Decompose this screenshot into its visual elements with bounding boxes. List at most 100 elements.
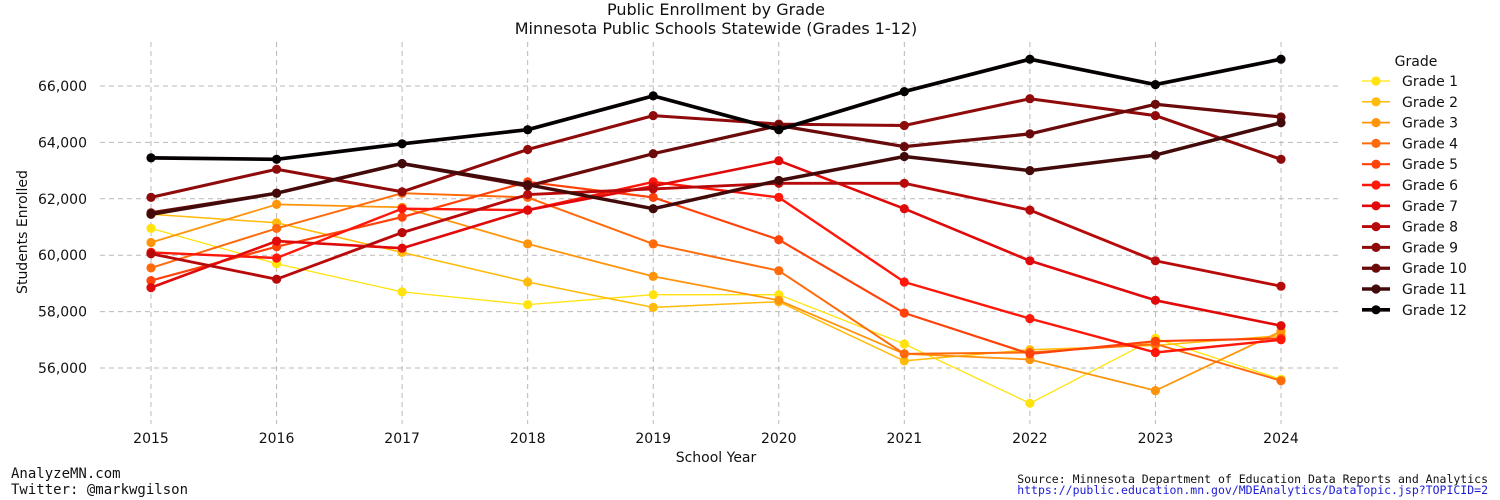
- x-tick-label: 2018: [510, 431, 546, 447]
- data-point: [648, 149, 658, 159]
- y-tick-label: 62,000: [38, 192, 87, 208]
- legend-marker: [1371, 305, 1381, 315]
- legend-title: Grade: [1395, 54, 1438, 70]
- data-point: [1276, 281, 1286, 291]
- legend-item: Grade 6: [1362, 178, 1458, 194]
- data-point: [648, 271, 658, 281]
- legend-label: Grade 12: [1402, 303, 1467, 319]
- y-tick-label: 64,000: [38, 135, 87, 151]
- series-grade-12: [146, 54, 1286, 164]
- data-point: [774, 295, 784, 305]
- legend-item: Grade 3: [1362, 116, 1458, 132]
- data-point: [648, 204, 658, 214]
- source-text: Source: Minnesota Department of Educatio…: [1017, 472, 1488, 486]
- data-point: [1025, 256, 1035, 266]
- legend-item: Grade 9: [1362, 240, 1458, 256]
- data-point: [1276, 154, 1286, 164]
- data-point: [146, 192, 156, 202]
- data-point: [397, 243, 407, 253]
- legend-marker: [1371, 284, 1381, 294]
- data-point: [146, 153, 156, 163]
- legend-label: Grade 11: [1402, 282, 1467, 298]
- data-point: [397, 287, 407, 297]
- data-point: [648, 302, 658, 312]
- data-point: [523, 190, 533, 200]
- data-point: [272, 236, 282, 246]
- data-point: [1276, 54, 1286, 64]
- data-point: [397, 228, 407, 238]
- brand-text: AnalyzeMN.com: [11, 466, 121, 482]
- series-line: [150, 181, 1282, 288]
- data-point: [523, 277, 533, 287]
- data-point: [523, 300, 533, 310]
- data-point: [523, 125, 533, 135]
- twitter-handle: Twitter: @markwgilson: [11, 482, 189, 498]
- data-point: [1150, 150, 1160, 160]
- series-lines: [146, 54, 1286, 408]
- legend-marker: [1371, 201, 1381, 211]
- legend-item: Grade 2: [1362, 95, 1458, 111]
- legend-marker: [1371, 118, 1381, 128]
- series-grade-6: [146, 177, 1286, 358]
- legend-marker: [1371, 263, 1381, 273]
- legend-item: Grade 8: [1362, 220, 1458, 236]
- legend-marker: [1371, 97, 1381, 107]
- data-point: [397, 187, 407, 197]
- y-tick-label: 60,000: [38, 248, 87, 264]
- x-tick-label: 2022: [1012, 431, 1048, 447]
- data-point: [397, 139, 407, 149]
- data-point: [648, 290, 658, 300]
- x-axis-label: School Year: [676, 450, 757, 466]
- data-point: [1150, 336, 1160, 346]
- legend-label: Grade 9: [1402, 240, 1458, 256]
- y-axis-label: Students Enrolled: [15, 170, 31, 294]
- legend-label: Grade 4: [1402, 136, 1458, 152]
- axis-ticks: 2015 2016 2017 2018 2019 2020 2021 2022 2023 2024…: [38, 79, 1299, 447]
- data-point: [272, 164, 282, 174]
- legend-marker: [1371, 159, 1381, 169]
- chart-subtitle: Minnesota Public Schools Statewide (Grad…: [514, 19, 918, 38]
- data-point: [523, 180, 533, 190]
- legend-item: Grade 1: [1362, 74, 1458, 90]
- data-point: [272, 188, 282, 198]
- legend-label: Grade 3: [1402, 116, 1458, 132]
- data-point: [899, 151, 909, 162]
- legend-item: Grade 12: [1362, 303, 1467, 319]
- data-point: [272, 154, 282, 164]
- y-tick-label: 56,000: [38, 361, 87, 377]
- data-point: [648, 111, 658, 121]
- data-point: [146, 283, 156, 293]
- data-point: [1025, 54, 1035, 64]
- data-point: [523, 239, 533, 249]
- data-point: [146, 276, 156, 286]
- data-point: [899, 142, 909, 152]
- data-point: [899, 120, 909, 131]
- legend-marker: [1371, 180, 1381, 190]
- source-link[interactable]: https://public.education.mn.gov/MDEAnaly…: [1017, 483, 1488, 497]
- data-point: [146, 237, 156, 248]
- data-point: [1150, 111, 1160, 121]
- data-point: [899, 178, 909, 188]
- data-point: [899, 356, 909, 366]
- series-line: [150, 121, 1282, 217]
- legend-label: Grade 6: [1402, 178, 1458, 194]
- data-point: [648, 184, 658, 194]
- legend-label: Grade 1: [1402, 74, 1458, 90]
- x-tick-label: 2016: [259, 431, 295, 447]
- data-point: [397, 212, 407, 222]
- series-line: [150, 203, 1282, 392]
- legend: Grade Grade 1 Grade 2 Grade 3 Grade 4 Grade …: [1362, 54, 1467, 319]
- data-point: [899, 204, 909, 214]
- series-line: [150, 57, 1282, 162]
- legend-marker: [1371, 222, 1381, 232]
- x-tick-label: 2024: [1263, 431, 1299, 447]
- data-point: [1276, 335, 1286, 345]
- data-point: [523, 205, 533, 215]
- data-point: [774, 192, 784, 202]
- x-tick-label: 2020: [761, 431, 797, 447]
- chart-title: Public Enrollment by Grade: [606, 0, 825, 19]
- y-tick-label: 58,000: [38, 305, 87, 321]
- x-tick-label: 2021: [887, 431, 923, 447]
- data-point: [146, 249, 156, 259]
- data-point: [272, 253, 282, 263]
